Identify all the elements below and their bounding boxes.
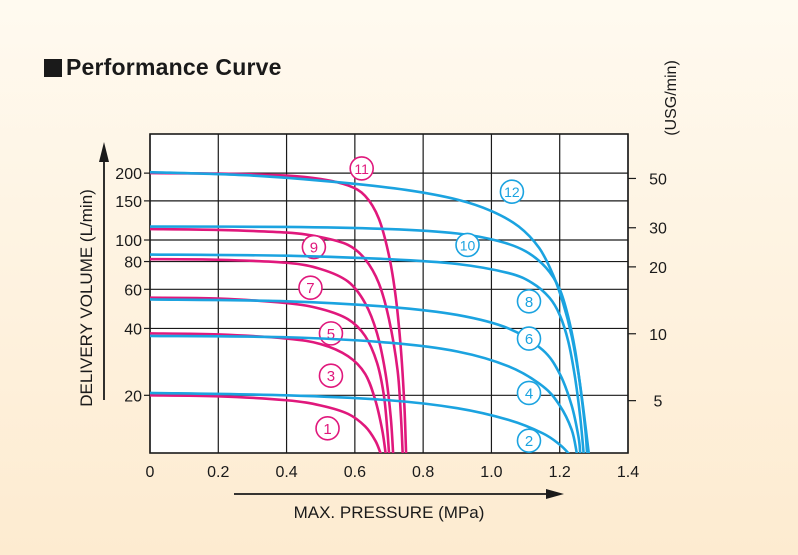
x-tick-label: 1.0 [480, 464, 502, 481]
series-line-2 [150, 391, 570, 453]
x-tick-label: 0.2 [207, 464, 229, 481]
y2-tick-label: 5 [654, 394, 663, 411]
series-label-5: 5 [327, 326, 335, 343]
x-tick-label: 0.6 [344, 464, 366, 481]
y-tick-label: 60 [124, 282, 142, 299]
y2-tick-label: 30 [649, 221, 667, 238]
series-label-7: 7 [306, 280, 314, 297]
y-tick-label: 20 [124, 388, 142, 405]
y-tick-label: 200 [115, 166, 142, 183]
x-tick-label: 1.2 [549, 464, 571, 481]
x-axis-arrowhead [546, 489, 564, 499]
series-label-11: 11 [354, 161, 369, 177]
title-square-icon [44, 58, 62, 77]
series-label-8: 8 [525, 294, 533, 311]
series-line-7 [150, 257, 395, 453]
series-marker-10 [455, 232, 480, 258]
series-line-8 [150, 253, 585, 453]
chart-title: Performance Curve [66, 54, 282, 80]
y-tick-label: 100 [115, 233, 142, 250]
series-marker-11 [349, 156, 374, 181]
series-marker-12 [499, 179, 525, 204]
series-marker-8 [516, 288, 542, 314]
series-line-6 [150, 298, 582, 453]
series-marker-4 [516, 380, 542, 406]
y2-axis-title: (USG/min) [663, 60, 680, 136]
series-label-3: 3 [327, 368, 335, 385]
series-marker-6 [516, 326, 542, 351]
y-tick-label: 40 [124, 321, 142, 338]
series-label-10: 10 [460, 237, 476, 253]
x-tick-label: 1.4 [617, 464, 639, 481]
x-axis-title: MAX. PRESSURE (MPa) [294, 503, 485, 522]
series-marker-9 [301, 234, 327, 260]
series-marker-2 [516, 428, 542, 453]
series-marker-3 [318, 363, 344, 389]
series-label-12: 12 [504, 184, 520, 200]
y2-tick-label: 20 [649, 260, 667, 277]
x-tick-label: 0.4 [275, 464, 297, 481]
chart-title-group: Performance Curve [44, 54, 282, 81]
x-tick-label: 0.8 [412, 464, 434, 481]
x-tick-label: 0 [146, 464, 155, 481]
series-marker-7 [298, 275, 323, 301]
series-label-6: 6 [525, 331, 533, 348]
series-label-2: 2 [525, 433, 533, 450]
series-marker-1 [315, 416, 340, 441]
series-label-1: 1 [323, 421, 331, 438]
y-axis-arrowhead [99, 142, 109, 162]
y-tick-label: 150 [115, 194, 142, 211]
series-label-4: 4 [525, 385, 533, 402]
series-line-4 [150, 334, 579, 453]
y-tick-label: 80 [124, 255, 142, 272]
series-line-12 [150, 170, 591, 453]
y2-tick-label: 50 [649, 171, 667, 188]
series-line-1 [150, 394, 382, 453]
series-label-9: 9 [310, 240, 318, 257]
series-line-3 [150, 332, 387, 453]
series-line-11 [150, 171, 408, 453]
y-axis-title: DELIVERY VOLUME (L/min) [77, 189, 96, 407]
y2-tick-label: 10 [649, 327, 667, 344]
